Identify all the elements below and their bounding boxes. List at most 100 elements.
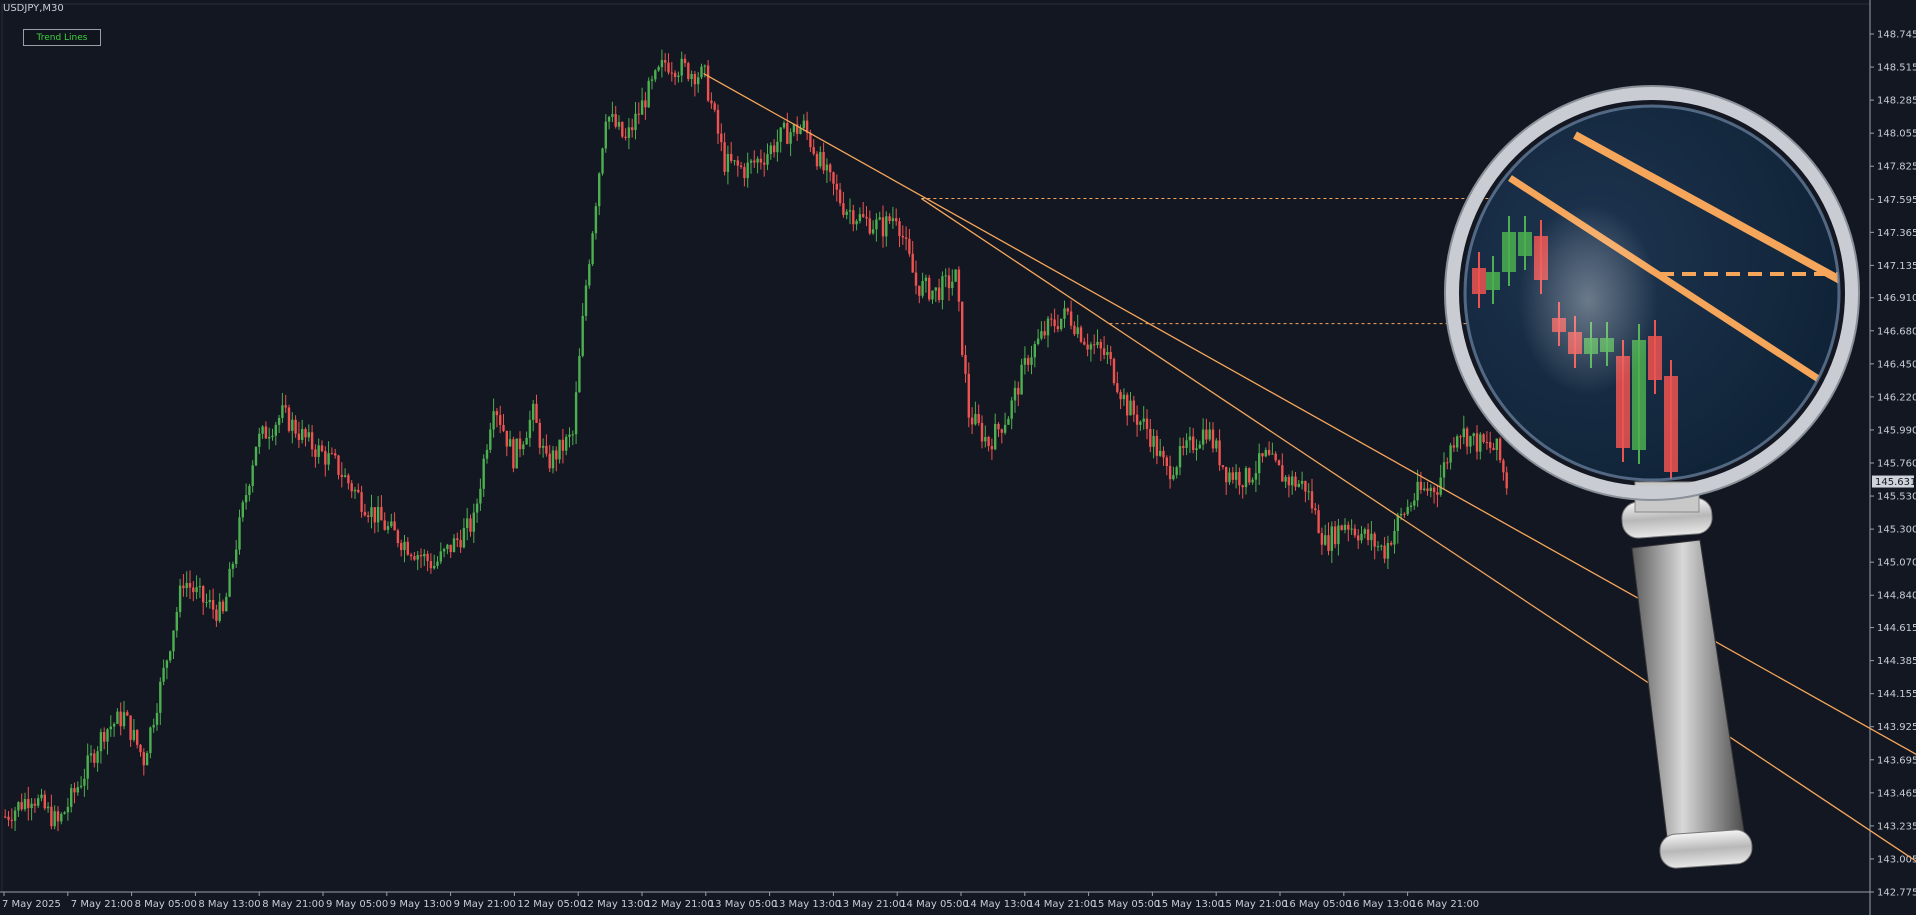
candle-body bbox=[145, 753, 149, 766]
candle-body bbox=[528, 419, 532, 438]
candle-body bbox=[1159, 450, 1162, 456]
candle-body bbox=[1168, 466, 1172, 480]
candle-body bbox=[1188, 436, 1192, 441]
candle-body bbox=[343, 475, 347, 477]
candle-body bbox=[951, 281, 954, 289]
candle-body bbox=[1046, 318, 1050, 336]
candle-body bbox=[1330, 526, 1333, 551]
candle-body bbox=[769, 145, 772, 155]
candle-body bbox=[786, 122, 789, 144]
candle-body bbox=[1465, 428, 1469, 447]
candle-body bbox=[1033, 344, 1036, 358]
candle-body bbox=[888, 216, 891, 222]
candle-body bbox=[716, 109, 720, 134]
candle-body bbox=[1122, 394, 1126, 400]
candle-body bbox=[1013, 387, 1017, 401]
candle-body bbox=[1297, 483, 1300, 487]
candle-body bbox=[1063, 308, 1066, 319]
candle-body bbox=[706, 65, 710, 101]
candle-body bbox=[1089, 344, 1093, 350]
candle-body bbox=[294, 419, 297, 434]
candle-body bbox=[611, 114, 614, 117]
candle-body bbox=[1409, 505, 1413, 508]
time-tick-label: 16 May 13:00 bbox=[1347, 899, 1416, 910]
candle-body bbox=[30, 803, 33, 809]
time-tick-label: 13 May 21:00 bbox=[836, 899, 905, 910]
candle-body bbox=[571, 434, 574, 436]
candle-body bbox=[1320, 533, 1324, 545]
candle-body bbox=[1165, 457, 1168, 467]
candle-body bbox=[291, 419, 294, 431]
candle-body bbox=[1449, 445, 1452, 463]
candle-body bbox=[1459, 436, 1462, 438]
candle-body bbox=[1178, 446, 1182, 468]
candle-body bbox=[1310, 491, 1314, 509]
candle-body bbox=[50, 806, 53, 827]
candle-body bbox=[568, 434, 571, 437]
candle-body bbox=[307, 432, 310, 438]
candle-body bbox=[713, 103, 716, 110]
candle-body bbox=[446, 544, 449, 550]
candle-body bbox=[1426, 488, 1429, 491]
trend-lines-button[interactable]: Trend Lines bbox=[23, 29, 101, 46]
candle-body bbox=[70, 788, 73, 807]
time-tick-label: 9 May 13:00 bbox=[390, 899, 452, 910]
candle-body bbox=[670, 72, 673, 74]
candle-body bbox=[1112, 358, 1116, 384]
candle-body bbox=[350, 483, 353, 492]
candle-body bbox=[1472, 433, 1475, 437]
price-tick-label: 145.070 bbox=[1877, 558, 1916, 569]
candle-body bbox=[1069, 311, 1073, 326]
candle-body bbox=[558, 439, 561, 460]
candle-body bbox=[1086, 344, 1089, 350]
candle-body bbox=[218, 601, 221, 621]
candle-body bbox=[320, 445, 324, 452]
candle-body bbox=[1393, 530, 1396, 545]
candle-body bbox=[442, 549, 446, 552]
price-tick-label: 148.055 bbox=[1877, 129, 1916, 140]
candle-body bbox=[165, 660, 169, 668]
candle-body bbox=[1172, 475, 1175, 480]
candle-body bbox=[1423, 488, 1426, 490]
candle-body bbox=[492, 411, 495, 430]
candle-body bbox=[911, 253, 914, 273]
candle-body bbox=[1234, 472, 1238, 480]
candle-body bbox=[1456, 436, 1459, 448]
candle-body bbox=[334, 453, 337, 456]
candle-body bbox=[396, 530, 400, 544]
time-tick-label: 13 May 13:00 bbox=[773, 899, 842, 910]
magnifier-icon bbox=[1444, 85, 1860, 869]
candle-body bbox=[683, 58, 687, 64]
candle-body bbox=[456, 538, 459, 540]
candle-body bbox=[1066, 308, 1069, 312]
candle-body bbox=[997, 423, 1000, 430]
candle-body bbox=[221, 601, 225, 612]
candle-body bbox=[96, 751, 99, 763]
candle-body bbox=[1277, 460, 1281, 466]
candle-body bbox=[970, 417, 974, 425]
price-tick-label: 148.515 bbox=[1877, 63, 1916, 74]
candle-body bbox=[439, 551, 442, 562]
candle-body bbox=[23, 798, 27, 810]
price-tick-label: 144.615 bbox=[1877, 623, 1916, 634]
candle-body bbox=[947, 275, 951, 289]
price-tick-label: 147.365 bbox=[1877, 228, 1916, 239]
price-tick-label: 148.285 bbox=[1877, 96, 1916, 107]
candle-body bbox=[1119, 392, 1122, 400]
candle-body bbox=[657, 67, 660, 71]
candle-body bbox=[697, 77, 700, 85]
candle-body bbox=[132, 729, 136, 740]
candle-body bbox=[33, 803, 37, 806]
candle-body bbox=[1238, 472, 1241, 486]
candle-body bbox=[918, 285, 921, 296]
candle-body bbox=[515, 438, 518, 469]
candle-body bbox=[423, 553, 426, 557]
candle-body bbox=[1073, 325, 1076, 335]
price-tick-label: 143.695 bbox=[1877, 755, 1916, 766]
price-tick-label: 146.680 bbox=[1877, 326, 1916, 337]
candle-body bbox=[743, 167, 746, 179]
candle-body bbox=[664, 60, 667, 63]
price-tick-label: 147.135 bbox=[1877, 261, 1916, 272]
candle-body bbox=[419, 555, 423, 557]
